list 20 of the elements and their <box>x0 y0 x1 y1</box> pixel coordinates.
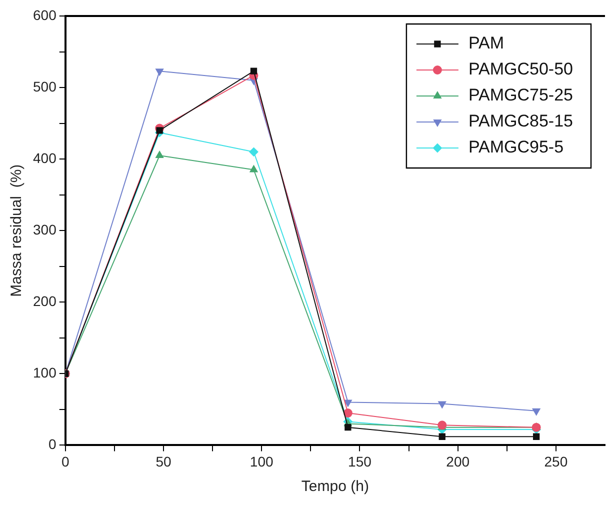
x-tick-label: 250 <box>544 453 568 470</box>
y-tick-label: 100 <box>33 364 57 381</box>
y-tick-label: 200 <box>33 292 57 309</box>
legend-label: PAM <box>468 34 504 53</box>
x-tick-label: 0 <box>61 453 70 470</box>
y-tick-label: 600 <box>33 6 57 23</box>
legend-label: PAMGC85-15 <box>468 112 574 131</box>
legend-label: PAMGC50-50 <box>468 60 574 79</box>
y-tick-label: 300 <box>33 221 57 238</box>
y-tick-label: 500 <box>33 78 57 94</box>
x-tick-label: 200 <box>446 453 470 470</box>
y-tick-label: 0 <box>48 436 57 452</box>
legend-label: PAMGC95-5 <box>468 138 564 157</box>
x-tick-label: 50 <box>156 453 172 470</box>
legend-label: PAMGC75-25 <box>468 86 574 105</box>
x-axis-title: Tempo (h) <box>301 478 369 496</box>
x-tick-label: 100 <box>250 453 274 470</box>
y-tick-label: 400 <box>33 150 57 166</box>
y-axis-title: Massa residual (%) <box>8 164 26 297</box>
x-tick-label: 150 <box>348 453 372 470</box>
